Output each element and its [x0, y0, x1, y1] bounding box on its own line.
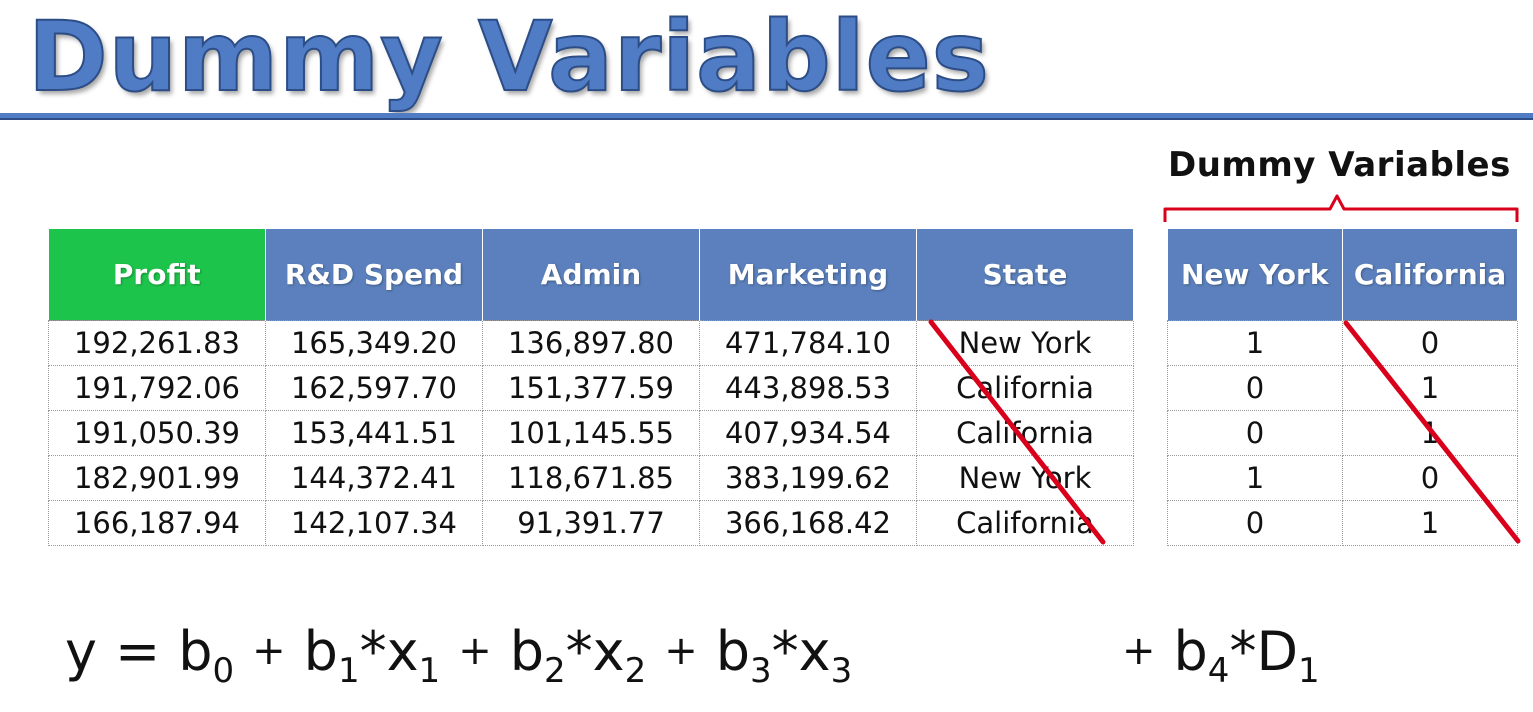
- table-row: 0 1: [1167, 410, 1518, 456]
- eq-term-b3x3: b3*x3: [715, 620, 853, 691]
- cell-admin: 151,377.59: [482, 365, 700, 411]
- cell-rd-spend: 162,597.70: [265, 365, 483, 411]
- cell-new-york: 1: [1167, 320, 1343, 366]
- table-row: 0 1: [1167, 365, 1518, 411]
- header-state: State: [916, 229, 1134, 321]
- cell-california: 1: [1342, 410, 1518, 456]
- cell-admin: 91,391.77: [482, 500, 700, 546]
- eq-term-b1x1: b1*x1: [303, 620, 441, 691]
- table-row: 192,261.83 165,349.20 136,897.80 471,784…: [48, 320, 1134, 366]
- cell-profit: 191,050.39: [48, 410, 266, 456]
- cell-rd-spend: 165,349.20: [265, 320, 483, 366]
- eq-plus: +: [664, 628, 698, 674]
- cell-profit: 191,792.06: [48, 365, 266, 411]
- eq-plus: +: [252, 628, 286, 674]
- table-row: 166,187.94 142,107.34 91,391.77 366,168.…: [48, 500, 1134, 546]
- cell-rd-spend: 142,107.34: [265, 500, 483, 546]
- title-underline: [0, 113, 1533, 120]
- table-row: 182,901.99 144,372.41 118,671.85 383,199…: [48, 455, 1134, 501]
- header-profit: Profit: [48, 229, 266, 321]
- cell-state: New York: [916, 320, 1134, 366]
- cell-california: 1: [1342, 365, 1518, 411]
- dummy-table: New York California 1 0 0 1 0 1 1 0 0 1: [1167, 229, 1518, 546]
- eq-term-b2x2: b2*x2: [509, 620, 647, 691]
- cell-profit: 192,261.83: [48, 320, 266, 366]
- cell-state: California: [916, 500, 1134, 546]
- table-row: 1 0: [1167, 320, 1518, 366]
- cell-marketing: 443,898.53: [699, 365, 917, 411]
- cell-marketing: 366,168.42: [699, 500, 917, 546]
- cell-rd-spend: 153,441.51: [265, 410, 483, 456]
- cell-admin: 101,145.55: [482, 410, 700, 456]
- cell-marketing: 383,199.62: [699, 455, 917, 501]
- table-row: 191,050.39 153,441.51 101,145.55 407,934…: [48, 410, 1134, 456]
- cell-state: California: [916, 365, 1134, 411]
- cell-state: New York: [916, 455, 1134, 501]
- eq-y: y: [65, 620, 97, 683]
- cell-profit: 182,901.99: [48, 455, 266, 501]
- header-admin: Admin: [482, 229, 700, 321]
- eq-plus: +: [458, 628, 492, 674]
- cell-state: California: [916, 410, 1134, 456]
- table-row: 1 0: [1167, 455, 1518, 501]
- cell-admin: 118,671.85: [482, 455, 700, 501]
- eq-equals: =: [114, 620, 161, 683]
- cell-california: 0: [1342, 455, 1518, 501]
- cell-new-york: 0: [1167, 500, 1343, 546]
- cell-california: 1: [1342, 500, 1518, 546]
- cell-marketing: 407,934.54: [699, 410, 917, 456]
- dummy-bracket: [1163, 194, 1519, 222]
- table-row: 0 1: [1167, 500, 1518, 546]
- regression-equation: y = b0 + b1*x1 + b2*x2 + b3*x3: [65, 620, 870, 691]
- table-row: 191,792.06 162,597.70 151,377.59 443,898…: [48, 365, 1134, 411]
- cell-profit: 166,187.94: [48, 500, 266, 546]
- cell-new-york: 1: [1167, 455, 1343, 501]
- table-header-row: Profit R&D Spend Admin Marketing State: [48, 229, 1134, 321]
- dummy-header-row: New York California: [1167, 229, 1518, 321]
- header-california: California: [1342, 229, 1518, 321]
- eq-term-b4d1: + b4*D1: [1122, 620, 1320, 691]
- cell-marketing: 471,784.10: [699, 320, 917, 366]
- cell-california: 0: [1342, 320, 1518, 366]
- slide-title: Dummy Variables: [27, 1, 990, 113]
- cell-rd-spend: 144,372.41: [265, 455, 483, 501]
- eq-term-b0: b0: [178, 620, 235, 691]
- header-rd-spend: R&D Spend: [265, 229, 483, 321]
- dummy-variables-label: Dummy Variables: [1168, 145, 1511, 185]
- header-marketing: Marketing: [699, 229, 917, 321]
- cell-new-york: 0: [1167, 365, 1343, 411]
- eq-plus: +: [1122, 628, 1156, 674]
- data-table: Profit R&D Spend Admin Marketing State 1…: [48, 229, 1134, 546]
- cell-admin: 136,897.80: [482, 320, 700, 366]
- header-new-york: New York: [1167, 229, 1343, 321]
- cell-new-york: 0: [1167, 410, 1343, 456]
